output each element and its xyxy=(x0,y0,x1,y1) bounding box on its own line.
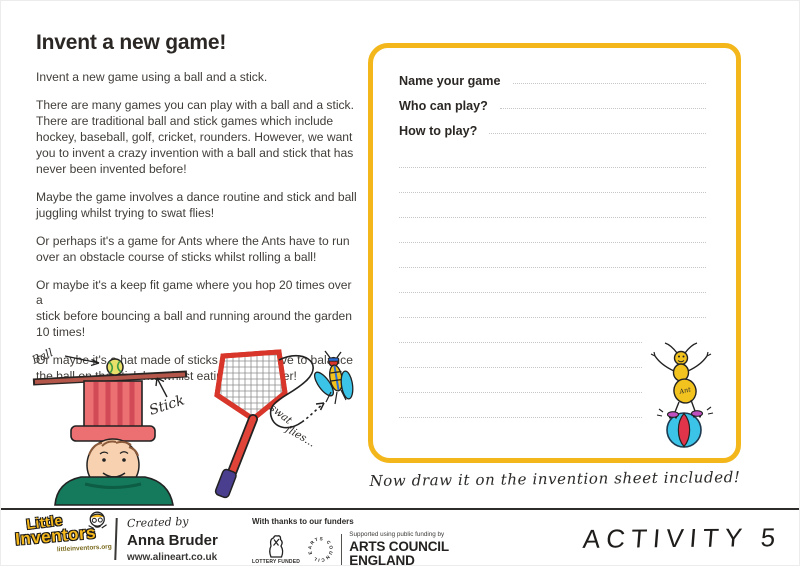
body-paragraph: There are many games you can play with a… xyxy=(36,97,354,176)
arts-council-roundel-icon: ARTS COUNCIL ENGLAND xyxy=(307,536,334,563)
draw-it-caption: Now draw it on the invention sheet inclu… xyxy=(369,468,741,490)
arts-council-wordmark: Supported using public funding by ARTS C… xyxy=(349,531,449,566)
ruled-line xyxy=(399,268,706,293)
activity-number: ACTIVITY 5 xyxy=(581,522,783,554)
ruled-line xyxy=(399,168,706,193)
field-row-how: How to play? xyxy=(399,116,706,141)
invention-sheet-box: Name your game Who can play? How to play… xyxy=(368,43,741,463)
body-paragraph: Or maybe it's a keep fit game where you … xyxy=(36,277,353,340)
funders-block: With thanks to our funders LOTTERY FUNDE… xyxy=(252,517,449,566)
field-label-who-can-play: Who can play? xyxy=(399,99,488,113)
ruled-line xyxy=(399,368,642,393)
arts-council-line1: ARTS COUNCIL xyxy=(349,539,449,554)
ruled-line xyxy=(399,193,706,218)
inventor-kid-doodle-icon xyxy=(88,511,107,529)
little-inventors-logo: Little Inventors littleinventors.org xyxy=(14,511,112,556)
ruled-line xyxy=(399,318,642,343)
ant-antennae xyxy=(664,342,698,354)
lottery-funded-logo: LOTTERY FUNDED xyxy=(252,534,300,565)
ruled-line xyxy=(399,393,642,418)
ant-arms xyxy=(654,355,708,372)
instructions-column: Invent a new game! Invent a new game usi… xyxy=(36,31,358,397)
field-row-who: Who can play? xyxy=(399,91,706,116)
field-label-name-your-game: Name your game xyxy=(399,74,501,88)
ant-skate-right xyxy=(690,410,704,417)
page-title: Invent a new game! xyxy=(36,31,227,54)
field-row-name: Name your game xyxy=(399,66,706,91)
ruled-line xyxy=(399,343,642,368)
body-paragraph: Maybe the game involves a dance routine … xyxy=(36,189,357,220)
write-line-how-to-play xyxy=(489,133,706,134)
credit-block: Created by Anna Bruder www.alineart.co.u… xyxy=(126,514,218,563)
funders-heading: With thanks to our funders xyxy=(252,517,354,526)
field-label-how-to-play: How to play? xyxy=(399,124,478,138)
ant-skate-left xyxy=(666,411,680,418)
ant-on-ball-drawing: Ant xyxy=(647,341,721,449)
lottery-funded-label: LOTTERY FUNDED xyxy=(252,559,301,566)
created-by-label: Created by xyxy=(126,514,189,531)
ruled-line xyxy=(399,293,706,318)
svg-text:ARTS COUNCIL ENGLAND: ARTS COUNCIL ENGLAND xyxy=(307,536,334,563)
illustrations-svg: Ball Stick xyxy=(29,346,354,506)
ant-head xyxy=(673,350,689,366)
ruled-lines xyxy=(399,143,706,418)
intro-paragraph: Invent a new game using a ball and a sti… xyxy=(36,70,268,84)
author-name: Anna Bruder xyxy=(127,532,218,549)
body-paragraph: Or perhaps it's a game for Ants where th… xyxy=(36,233,350,264)
ruled-line xyxy=(399,143,706,168)
illustrations-strip: Ball Stick xyxy=(27,346,361,507)
ruled-line xyxy=(399,243,706,268)
author-website[interactable]: www.alineart.co.uk xyxy=(127,552,218,563)
swat-label-word2: flies... xyxy=(283,423,318,450)
fly-drawing xyxy=(313,350,354,405)
fly-swatter-drawing xyxy=(214,349,288,499)
ruled-line xyxy=(399,218,706,243)
arts-council-line2: ENGLAND xyxy=(349,553,415,566)
write-line-name-your-game xyxy=(512,83,706,84)
ball-drawing xyxy=(106,358,124,376)
funders-divider xyxy=(341,533,343,565)
write-line-who-can-play xyxy=(499,108,706,109)
ball-label: Ball xyxy=(29,347,55,367)
footer-divider xyxy=(114,517,118,561)
footer: Little Inventors littleinventors.org Cre… xyxy=(1,508,799,566)
ant-label: Ant xyxy=(678,385,692,396)
ant-abdomen xyxy=(673,378,697,404)
arts-council-circle-text: ARTS COUNCIL ENGLAND xyxy=(307,536,333,563)
kid-sweater xyxy=(54,476,174,506)
arts-support-line: Supported using public funding by xyxy=(349,531,445,538)
crossed-fingers-icon xyxy=(268,535,283,558)
kid-with-stick-hat-drawing: Ball Stick xyxy=(29,346,188,506)
